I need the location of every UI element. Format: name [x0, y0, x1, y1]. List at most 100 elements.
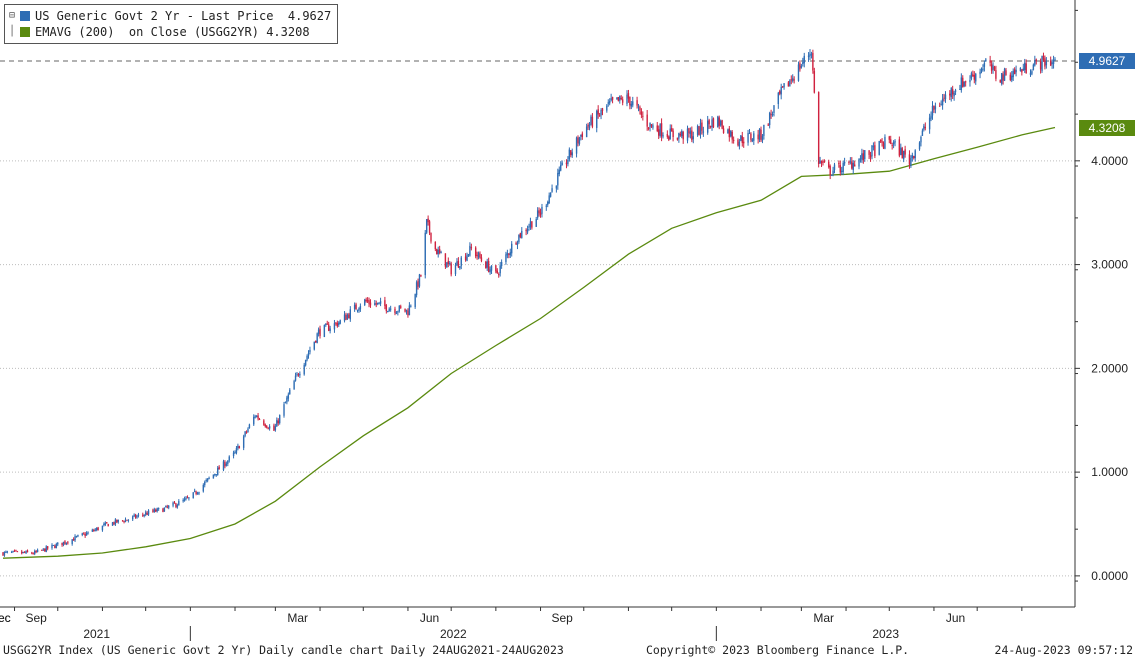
candle-body	[696, 126, 699, 135]
candle-body	[509, 252, 511, 256]
tree-line-icon: │	[9, 26, 16, 37]
candle-body	[561, 162, 563, 166]
legend-item-ema[interactable]: │ EMAVG (200) on Close (USGG2YR) 4.3208	[9, 24, 331, 40]
candle-body	[727, 129, 729, 134]
candle-body	[196, 492, 199, 495]
candle-body	[316, 333, 318, 343]
candle-body	[575, 137, 578, 154]
candle-body	[460, 257, 462, 266]
candle-body	[1000, 73, 1003, 84]
candle-body	[518, 234, 520, 243]
candle-body	[657, 129, 660, 136]
candle-body	[646, 114, 648, 127]
candle-body	[225, 463, 228, 466]
candle-body	[904, 149, 906, 155]
candle-body	[479, 253, 481, 258]
candle-body	[920, 136, 922, 143]
candle-body	[1013, 69, 1016, 74]
candle-body	[995, 70, 997, 79]
candle-body	[799, 63, 801, 70]
legend-label: EMAVG (200) on Close (USGG2YR)	[35, 25, 259, 39]
candle-body	[601, 108, 604, 112]
candle-body	[737, 139, 739, 146]
candle-body	[682, 132, 684, 140]
candle-body	[387, 311, 389, 313]
candle-body	[980, 69, 983, 72]
candle-body	[616, 97, 618, 100]
candle-body	[851, 161, 853, 169]
candle-body	[1031, 71, 1033, 74]
y-tick-label: 1.0000	[1091, 465, 1128, 479]
candle-body	[678, 133, 680, 139]
candle-body	[459, 266, 461, 269]
candle-body	[234, 452, 236, 454]
candle-body	[214, 474, 216, 476]
candle-body	[1051, 62, 1053, 65]
candle-body	[828, 161, 830, 168]
collapse-icon[interactable]: ⊟	[9, 10, 16, 21]
candle-body	[489, 269, 491, 273]
candle-body	[921, 130, 924, 136]
y-tick-label: 0.0000	[1091, 569, 1128, 583]
candle-body	[346, 314, 349, 320]
candle-body	[800, 65, 803, 68]
candle-body	[157, 508, 160, 510]
candle-body	[541, 206, 543, 214]
candle-body	[802, 62, 804, 65]
candle-body	[585, 126, 588, 138]
candle-body	[113, 522, 115, 525]
x-tick-label: Mar	[813, 611, 834, 625]
candle-body	[792, 78, 794, 81]
candle-body	[215, 474, 217, 476]
candle-body	[747, 133, 749, 143]
legend-item-last-price[interactable]: ⊟ US Generic Govt 2 Yr - Last Price 4.96…	[9, 8, 331, 24]
candle-body	[348, 314, 350, 319]
candle-body	[134, 514, 137, 518]
candle-body	[738, 141, 741, 147]
candle-body	[51, 544, 53, 549]
candle-body	[630, 103, 633, 107]
candle-body	[528, 226, 530, 228]
candle-body	[248, 424, 251, 429]
candle-body	[1009, 74, 1012, 80]
x-tick-label: Dec	[0, 611, 11, 625]
candle-body	[1019, 67, 1022, 72]
candle-body	[672, 130, 674, 137]
candle-body	[812, 52, 814, 71]
candle-body	[1052, 59, 1055, 64]
candle-body	[378, 302, 380, 304]
candle-body	[273, 425, 275, 431]
candle-body	[474, 247, 477, 257]
legend-label: US Generic Govt 2 Yr - Last Price	[35, 9, 274, 23]
candle-body	[536, 210, 539, 218]
candle-body	[874, 145, 876, 156]
candle-body	[721, 120, 723, 129]
candle-body	[962, 77, 964, 88]
x-tick-label: Jun	[946, 611, 965, 625]
candle-body	[430, 232, 432, 242]
candle-body	[408, 305, 411, 316]
candle-body	[121, 520, 124, 522]
candle-body	[547, 201, 549, 205]
chart-legend: ⊟ US Generic Govt 2 Yr - Last Price 4.96…	[4, 4, 339, 44]
candle-body	[299, 373, 301, 376]
legend-spacer	[259, 24, 266, 40]
candle-body	[600, 110, 602, 116]
candle-body	[656, 125, 658, 132]
candle-body	[679, 133, 682, 136]
candle-body	[1049, 60, 1052, 66]
candle-body	[760, 129, 762, 140]
candle-body	[84, 533, 86, 536]
candle-body	[545, 205, 547, 207]
candle-body	[389, 308, 392, 310]
candle-body	[902, 150, 905, 160]
candle-body	[973, 74, 975, 80]
candle-body	[294, 375, 297, 381]
candle-body	[257, 415, 259, 419]
candle-body	[809, 53, 811, 57]
candle-body	[165, 505, 167, 508]
candle-body	[5, 551, 7, 553]
candle-body	[228, 456, 230, 461]
candle-body	[476, 254, 478, 257]
